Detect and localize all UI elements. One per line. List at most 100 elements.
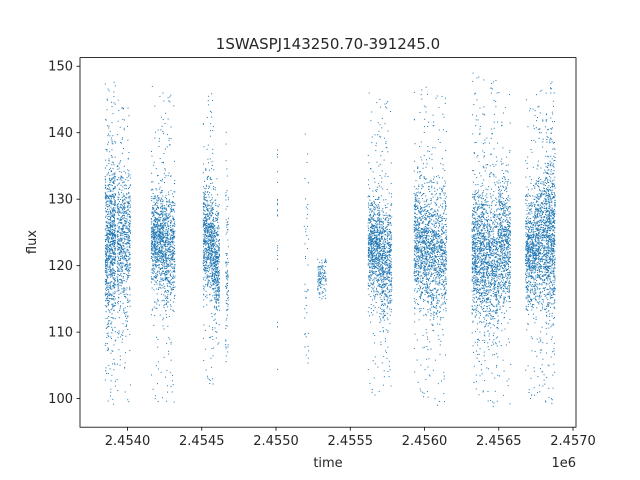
data-point: [162, 230, 164, 232]
data-point: [109, 151, 111, 153]
data-point: [210, 221, 212, 223]
data-point: [166, 264, 168, 266]
data-point: [109, 311, 111, 313]
data-point: [225, 271, 227, 273]
data-point: [122, 199, 124, 201]
data-point: [376, 268, 378, 270]
data-point: [378, 390, 380, 392]
data-point: [114, 202, 116, 204]
data-point: [218, 342, 220, 344]
data-point: [111, 298, 113, 300]
data-point: [108, 141, 110, 143]
data-point: [105, 279, 107, 281]
data-point: [123, 231, 125, 233]
data-point: [167, 241, 169, 243]
data-point: [154, 242, 156, 244]
data-point: [166, 229, 168, 231]
data-point: [377, 223, 379, 225]
data-point: [164, 256, 166, 258]
data-point: [110, 323, 112, 325]
data-point: [113, 180, 115, 182]
data-point: [225, 287, 227, 289]
data-point: [127, 265, 129, 267]
data-point: [114, 227, 116, 229]
data-point: [211, 233, 213, 235]
data-point: [165, 265, 167, 267]
data-point: [377, 252, 379, 254]
data-point: [113, 197, 115, 199]
data-point: [372, 260, 374, 262]
data-point: [154, 211, 156, 213]
data-point: [164, 268, 166, 270]
data-point: [212, 152, 214, 154]
data-point: [203, 217, 205, 219]
data-point: [122, 330, 124, 332]
data-point: [156, 221, 158, 223]
data-point: [377, 259, 379, 261]
data-point: [170, 210, 172, 212]
data-point: [117, 239, 119, 241]
data-point: [112, 294, 114, 296]
data-point: [213, 297, 215, 299]
data-point: [172, 234, 174, 236]
data-point: [306, 217, 308, 219]
data-point: [111, 220, 113, 222]
data-point: [113, 96, 115, 98]
data-point: [122, 267, 124, 269]
data-point: [128, 253, 130, 255]
data-point: [168, 247, 170, 249]
data-point: [377, 266, 379, 268]
data-point: [159, 198, 161, 200]
data-point: [112, 193, 114, 195]
data-point: [203, 207, 205, 209]
data-point: [106, 150, 108, 152]
data-point: [208, 269, 210, 271]
data-point: [370, 282, 372, 284]
data-point: [164, 251, 166, 253]
data-point: [371, 111, 373, 113]
data-point: [164, 287, 166, 289]
data-point: [205, 252, 207, 254]
data-point: [218, 204, 220, 206]
data-point: [160, 250, 162, 252]
data-point: [167, 250, 169, 252]
data-point: [214, 263, 216, 265]
data-point: [211, 215, 213, 217]
data-point: [172, 281, 174, 283]
data-point: [208, 230, 210, 232]
data-point: [208, 95, 210, 97]
data-point: [172, 267, 174, 269]
data-point: [170, 230, 172, 232]
data-point: [157, 245, 159, 247]
data-point: [153, 235, 155, 237]
data-point: [202, 202, 204, 204]
data-point: [168, 137, 170, 139]
data-point: [173, 258, 175, 260]
data-point: [212, 256, 214, 258]
data-point: [112, 162, 114, 164]
data-point: [370, 274, 372, 276]
data-point: [110, 200, 112, 202]
data-point: [277, 149, 279, 151]
data-point: [174, 294, 176, 296]
data-point: [375, 258, 377, 260]
data-point: [118, 194, 120, 196]
data-point: [161, 225, 163, 227]
data-point: [164, 277, 166, 279]
data-point: [159, 230, 161, 232]
data-point: [114, 176, 116, 178]
data-point: [371, 225, 373, 227]
data-point: [206, 276, 208, 278]
data-point: [128, 201, 130, 203]
data-point: [304, 133, 306, 135]
data-point: [372, 235, 374, 237]
data-point: [105, 255, 107, 257]
data-point: [210, 254, 212, 256]
data-point: [376, 225, 378, 227]
data-point: [126, 277, 128, 279]
data-point: [322, 296, 324, 298]
data-point: [227, 346, 229, 348]
data-point: [113, 251, 115, 253]
data-point: [167, 325, 169, 327]
data-point: [166, 295, 168, 297]
